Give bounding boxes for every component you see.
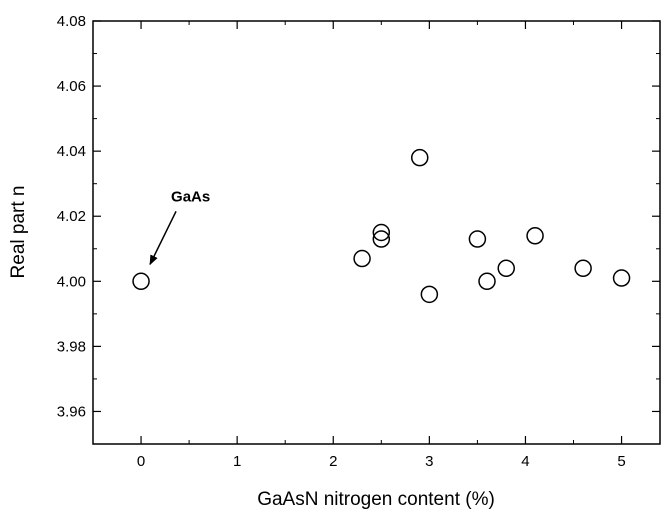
- y-tick-label: 3.96: [57, 403, 86, 420]
- y-axis-label: Real part n: [8, 186, 29, 279]
- annotations: GaAs: [149, 188, 210, 266]
- x-tick-label: 3: [425, 453, 433, 470]
- data-points: [132, 148, 631, 304]
- x-tick-label: 2: [329, 453, 337, 470]
- y-tick-label: 4.00: [57, 273, 86, 290]
- x-tick-label: 1: [233, 453, 241, 470]
- data-point: [526, 227, 544, 245]
- x-tick-label: 5: [617, 453, 625, 470]
- y-axis-ticks: 3.96 3.98 4.00 4.02 4.04 4.06 4.08: [57, 13, 660, 420]
- annotation-arrow: [149, 210, 177, 266]
- annotation-label: GaAs: [171, 188, 210, 205]
- y-tick-label: 4.06: [57, 78, 86, 95]
- x-axis-ticks: 0 1 2 3 4 5: [137, 21, 626, 470]
- data-point: [612, 269, 631, 287]
- x-axis-label: GaAsN nitrogen content (%): [257, 489, 495, 510]
- data-point: [372, 223, 391, 242]
- y-tick-label: 3.98: [57, 338, 86, 355]
- plot-frame: [92, 20, 661, 445]
- y-tick-label: 4.08: [57, 13, 86, 30]
- y-tick-label: 4.02: [57, 208, 86, 225]
- data-point: [478, 272, 496, 291]
- data-point: [132, 272, 150, 291]
- data-point: [372, 230, 391, 248]
- y-tick-label: 4.04: [57, 143, 86, 160]
- data-point: [574, 259, 592, 278]
- x-tick-label: 0: [137, 453, 145, 470]
- data-point: [420, 285, 439, 304]
- x-tick-label: 4: [521, 453, 529, 470]
- data-point: [353, 249, 371, 268]
- data-point: [410, 148, 429, 167]
- data-point: [468, 230, 487, 248]
- data-point: [497, 259, 515, 278]
